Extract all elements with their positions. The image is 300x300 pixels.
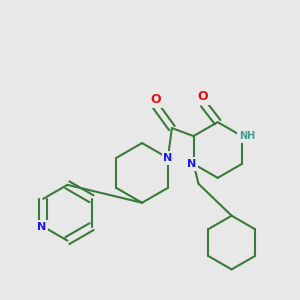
Text: N: N xyxy=(187,159,196,169)
Text: O: O xyxy=(151,93,161,106)
Text: O: O xyxy=(197,90,208,103)
Text: N: N xyxy=(37,222,46,232)
Text: NH: NH xyxy=(239,131,255,141)
Text: N: N xyxy=(163,153,172,163)
